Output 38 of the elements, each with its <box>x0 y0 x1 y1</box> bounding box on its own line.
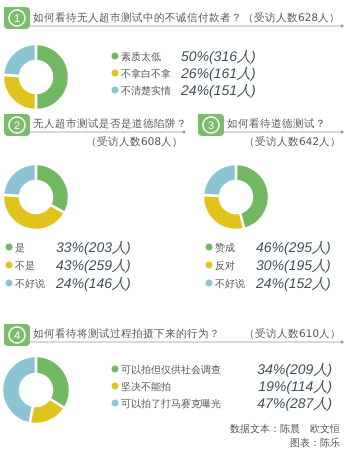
text: （受访人数628人） <box>242 11 340 24</box>
text: 3 <box>208 120 214 132</box>
data-label: 43%(259人) <box>56 257 131 273</box>
legend-label: 赞成 <box>215 242 235 254</box>
legend-label: 不清楚实情 <box>121 85 171 97</box>
legend-label: 坚决不能拍 <box>121 381 171 393</box>
data-label: 24%(152人) <box>255 275 331 291</box>
legend-label: 不拿白不拿 <box>121 68 171 80</box>
text: 数据文本：陈晨 欧文恒 <box>230 423 340 435</box>
data-label: 34%(209人) <box>257 361 332 377</box>
text: 1 <box>14 13 20 25</box>
chart-title: 无人超市测试是否是道德陷阱？ <box>33 117 187 130</box>
text: 2 <box>14 120 20 132</box>
data-label: 33%(203人) <box>56 239 131 255</box>
data-label: 26%(161人) <box>180 65 256 81</box>
legend-label: 素质太低 <box>121 51 161 63</box>
legend-label: 不是 <box>15 261 35 272</box>
chart-subtitle: （受访人数642人） <box>244 135 341 148</box>
data-label: 50%(316人) <box>181 48 256 64</box>
legend-label: 不好说 <box>15 278 45 290</box>
data-label: 19%(114人) <box>258 378 332 394</box>
legend-label: 是 <box>15 243 25 254</box>
data-label: 47%(287人) <box>257 395 332 411</box>
data-label: 30%(195人) <box>256 257 331 273</box>
text: 图表：陈乐 <box>290 437 340 449</box>
legend-label: 不好说 <box>215 278 245 290</box>
data-label: 46%(295人) <box>256 239 331 255</box>
chart-subtitle: （受访人数610人） <box>244 327 341 340</box>
chart-subtitle: （受访人数608人） <box>86 135 183 148</box>
chart-title: 如何看待道德测试？ <box>227 117 326 130</box>
legend-label: 可以拍了打马赛克曝光 <box>121 398 221 410</box>
chart-title: 如何看待将测试过程拍摄下来的行为？ <box>33 327 220 340</box>
legend-label: 反对 <box>215 260 235 272</box>
text: 4 <box>14 330 20 342</box>
chart-title: 如何看待无人超市测试中的不诚信付款者？ <box>33 11 242 24</box>
data-label: 24%(146人) <box>55 275 131 291</box>
data-label: 24%(151人) <box>180 82 256 98</box>
legend-label: 可以拍但仅供社会调查 <box>121 364 221 376</box>
